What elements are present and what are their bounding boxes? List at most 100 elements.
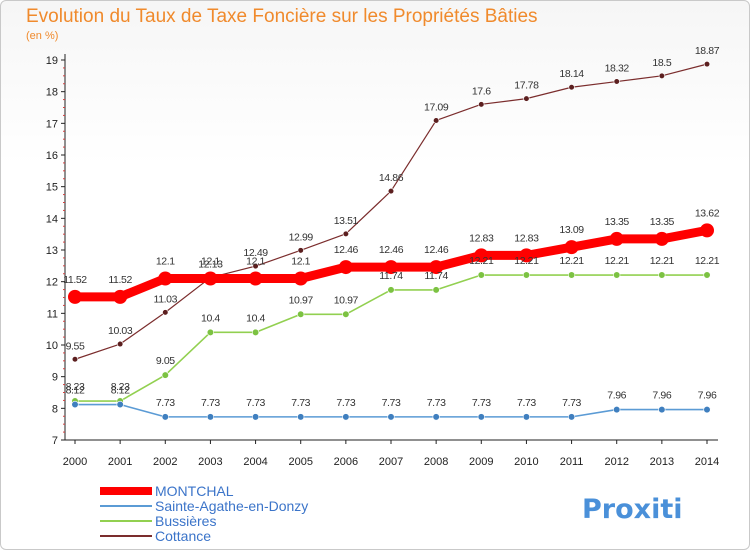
data-label: 13.35: [650, 216, 675, 228]
x-tick-label: 2003: [198, 456, 222, 468]
data-label: 10.4: [246, 312, 265, 324]
data-label: 10.03: [108, 325, 133, 337]
data-label: 12.83: [469, 232, 494, 244]
data-point: [248, 271, 263, 286]
data-label: 9.55: [66, 340, 85, 352]
data-label: 11.03: [154, 293, 178, 305]
x-tick-label: 2014: [695, 456, 719, 468]
data-point: [478, 101, 485, 108]
data-label: 17.78: [514, 80, 539, 92]
x-tick-label: 2004: [243, 456, 267, 468]
data-label: 13.09: [559, 224, 584, 236]
data-label: 10.4: [201, 312, 220, 324]
y-tick-label: 9: [52, 372, 58, 384]
y-tick-label: 14: [46, 213, 58, 225]
data-point: [658, 271, 666, 279]
y-tick-label: 19: [46, 55, 58, 67]
chart-title: Evolution du Taux de Taxe Foncière sur l…: [26, 6, 538, 27]
data-point: [161, 371, 169, 379]
data-label: 12.1: [291, 256, 310, 268]
data-point: [113, 289, 128, 304]
data-point: [703, 61, 711, 68]
data-point: [158, 271, 173, 286]
data-label: 12.13: [198, 259, 223, 271]
data-label: 12.1: [246, 256, 265, 268]
data-point: [658, 72, 665, 79]
data-point: [384, 260, 398, 275]
data-label: 12.1: [201, 256, 220, 268]
data-point: [206, 413, 215, 421]
data-label: 7.73: [472, 397, 491, 409]
y-tick-label: 18: [46, 87, 58, 99]
data-label: 12.99: [289, 231, 314, 243]
data-point: [433, 117, 440, 124]
data-point: [703, 406, 711, 414]
x-tick-label: 2009: [469, 456, 493, 468]
data-label: 7.73: [201, 397, 220, 409]
data-label: 12.21: [605, 255, 630, 267]
data-label: 12.1: [156, 256, 175, 268]
x-tick-label: 2001: [108, 456, 132, 468]
data-label: 13.35: [605, 216, 630, 228]
x-tick-label: 2002: [153, 456, 177, 468]
data-point: [297, 247, 304, 254]
x-tick-label: 2000: [63, 456, 87, 468]
data-label: 18.87: [695, 45, 720, 57]
data-point: [432, 286, 440, 294]
x-tick-label: 2011: [560, 456, 584, 468]
data-label: 12.46: [379, 244, 404, 256]
data-point: [568, 84, 575, 91]
data-point: [429, 260, 444, 275]
data-point: [117, 340, 124, 348]
data-point: [703, 271, 711, 279]
data-label: 11.52: [63, 274, 87, 286]
x-tick-label: 2006: [334, 456, 358, 468]
legend-label-1: Sainte-Agathe-en-Donzy: [155, 498, 308, 514]
data-point: [519, 248, 534, 263]
data-point: [342, 413, 350, 421]
data-label: 12.21: [559, 255, 584, 267]
data-point: [477, 271, 485, 279]
legend-label-2: Bussières: [155, 513, 216, 529]
data-label: 7.73: [246, 397, 265, 409]
data-label: 18.5: [652, 57, 671, 69]
data-point: [613, 406, 621, 414]
data-point: [654, 231, 669, 246]
data-point: [297, 310, 305, 318]
data-label: 7.73: [382, 397, 401, 409]
y-tick-label: 17: [46, 118, 58, 130]
data-label: 7.73: [562, 397, 581, 409]
data-point: [387, 413, 395, 421]
legend: MONTCHALSainte-Agathe-en-DonzyBussièresC…: [100, 483, 308, 544]
data-label: 11.74: [379, 270, 403, 282]
data-label: 7.73: [517, 397, 536, 409]
legend-label-0: MONTCHAL: [155, 483, 234, 499]
data-point: [297, 413, 305, 421]
data-label: 12.21: [650, 255, 675, 267]
x-tick-label: 2013: [650, 456, 674, 468]
data-point: [251, 328, 260, 336]
data-point: [116, 400, 124, 409]
data-label: 18.32: [605, 63, 630, 75]
data-point: [567, 413, 576, 421]
data-point: [477, 413, 485, 421]
data-point: [251, 413, 260, 421]
y-tick-label: 13: [46, 245, 58, 257]
data-point: [432, 413, 440, 421]
data-point: [387, 286, 395, 294]
data-point: [522, 413, 531, 421]
chart-subtitle: (en %): [26, 30, 58, 42]
data-point: [68, 289, 82, 304]
data-point: [342, 230, 349, 237]
data-label: 18.14: [559, 68, 584, 80]
data-label: 12.21: [695, 255, 720, 267]
data-point: [564, 240, 579, 255]
data-point: [609, 231, 624, 246]
data-label: 17.09: [424, 101, 449, 113]
series-line-3: [74, 63, 708, 360]
data-label: 13.62: [695, 207, 720, 219]
y-tick-label: 15: [46, 182, 58, 194]
data-point: [293, 271, 308, 286]
data-label: 7.73: [291, 397, 310, 409]
